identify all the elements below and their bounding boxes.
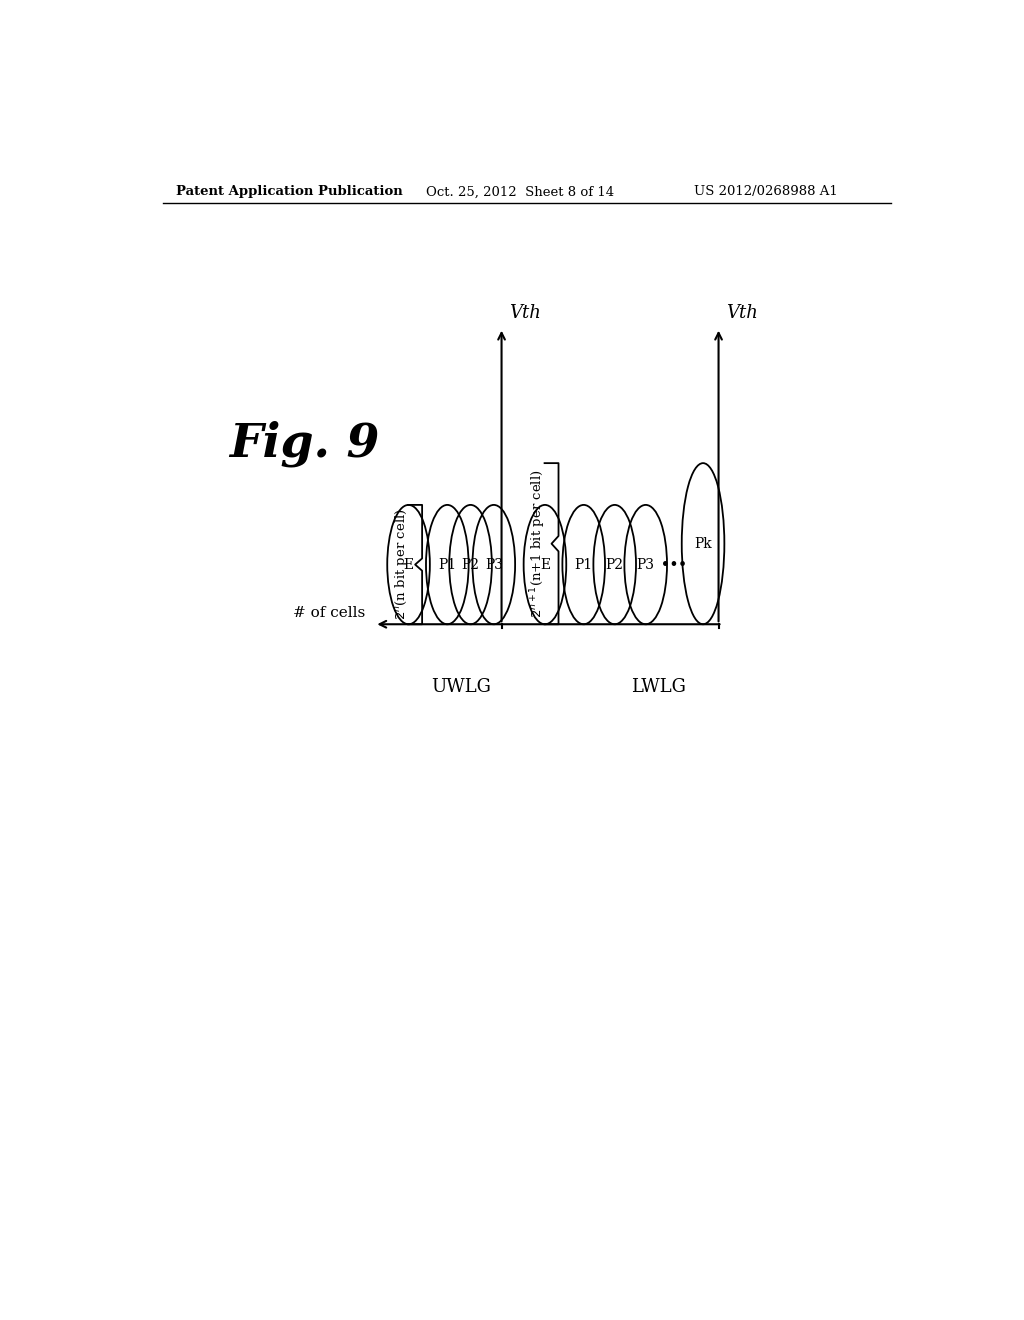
Text: LWLG: LWLG <box>632 678 686 696</box>
Text: $2^n$(n bit per cell): $2^n$(n bit per cell) <box>393 508 411 620</box>
Text: ···: ··· <box>662 553 687 577</box>
Text: $2^{n+1}$(n+1 bit per cell): $2^{n+1}$(n+1 bit per cell) <box>528 470 548 618</box>
Text: E: E <box>540 557 550 572</box>
Text: US 2012/0268988 A1: US 2012/0268988 A1 <box>693 185 838 198</box>
Text: Fig. 9: Fig. 9 <box>228 420 379 467</box>
Text: P3: P3 <box>484 557 503 572</box>
Text: P3: P3 <box>637 557 654 572</box>
Text: P1: P1 <box>438 557 457 572</box>
Text: E: E <box>403 557 414 572</box>
Text: P1: P1 <box>574 557 593 572</box>
Text: Vth: Vth <box>509 304 541 322</box>
Text: Pk: Pk <box>694 537 712 550</box>
Text: Oct. 25, 2012  Sheet 8 of 14: Oct. 25, 2012 Sheet 8 of 14 <box>426 185 614 198</box>
Text: Vth: Vth <box>726 304 758 322</box>
Text: P2: P2 <box>606 557 624 572</box>
Text: P2: P2 <box>462 557 479 572</box>
Text: # of cells: # of cells <box>293 606 366 620</box>
Text: Patent Application Publication: Patent Application Publication <box>176 185 402 198</box>
Text: UWLG: UWLG <box>431 678 492 696</box>
